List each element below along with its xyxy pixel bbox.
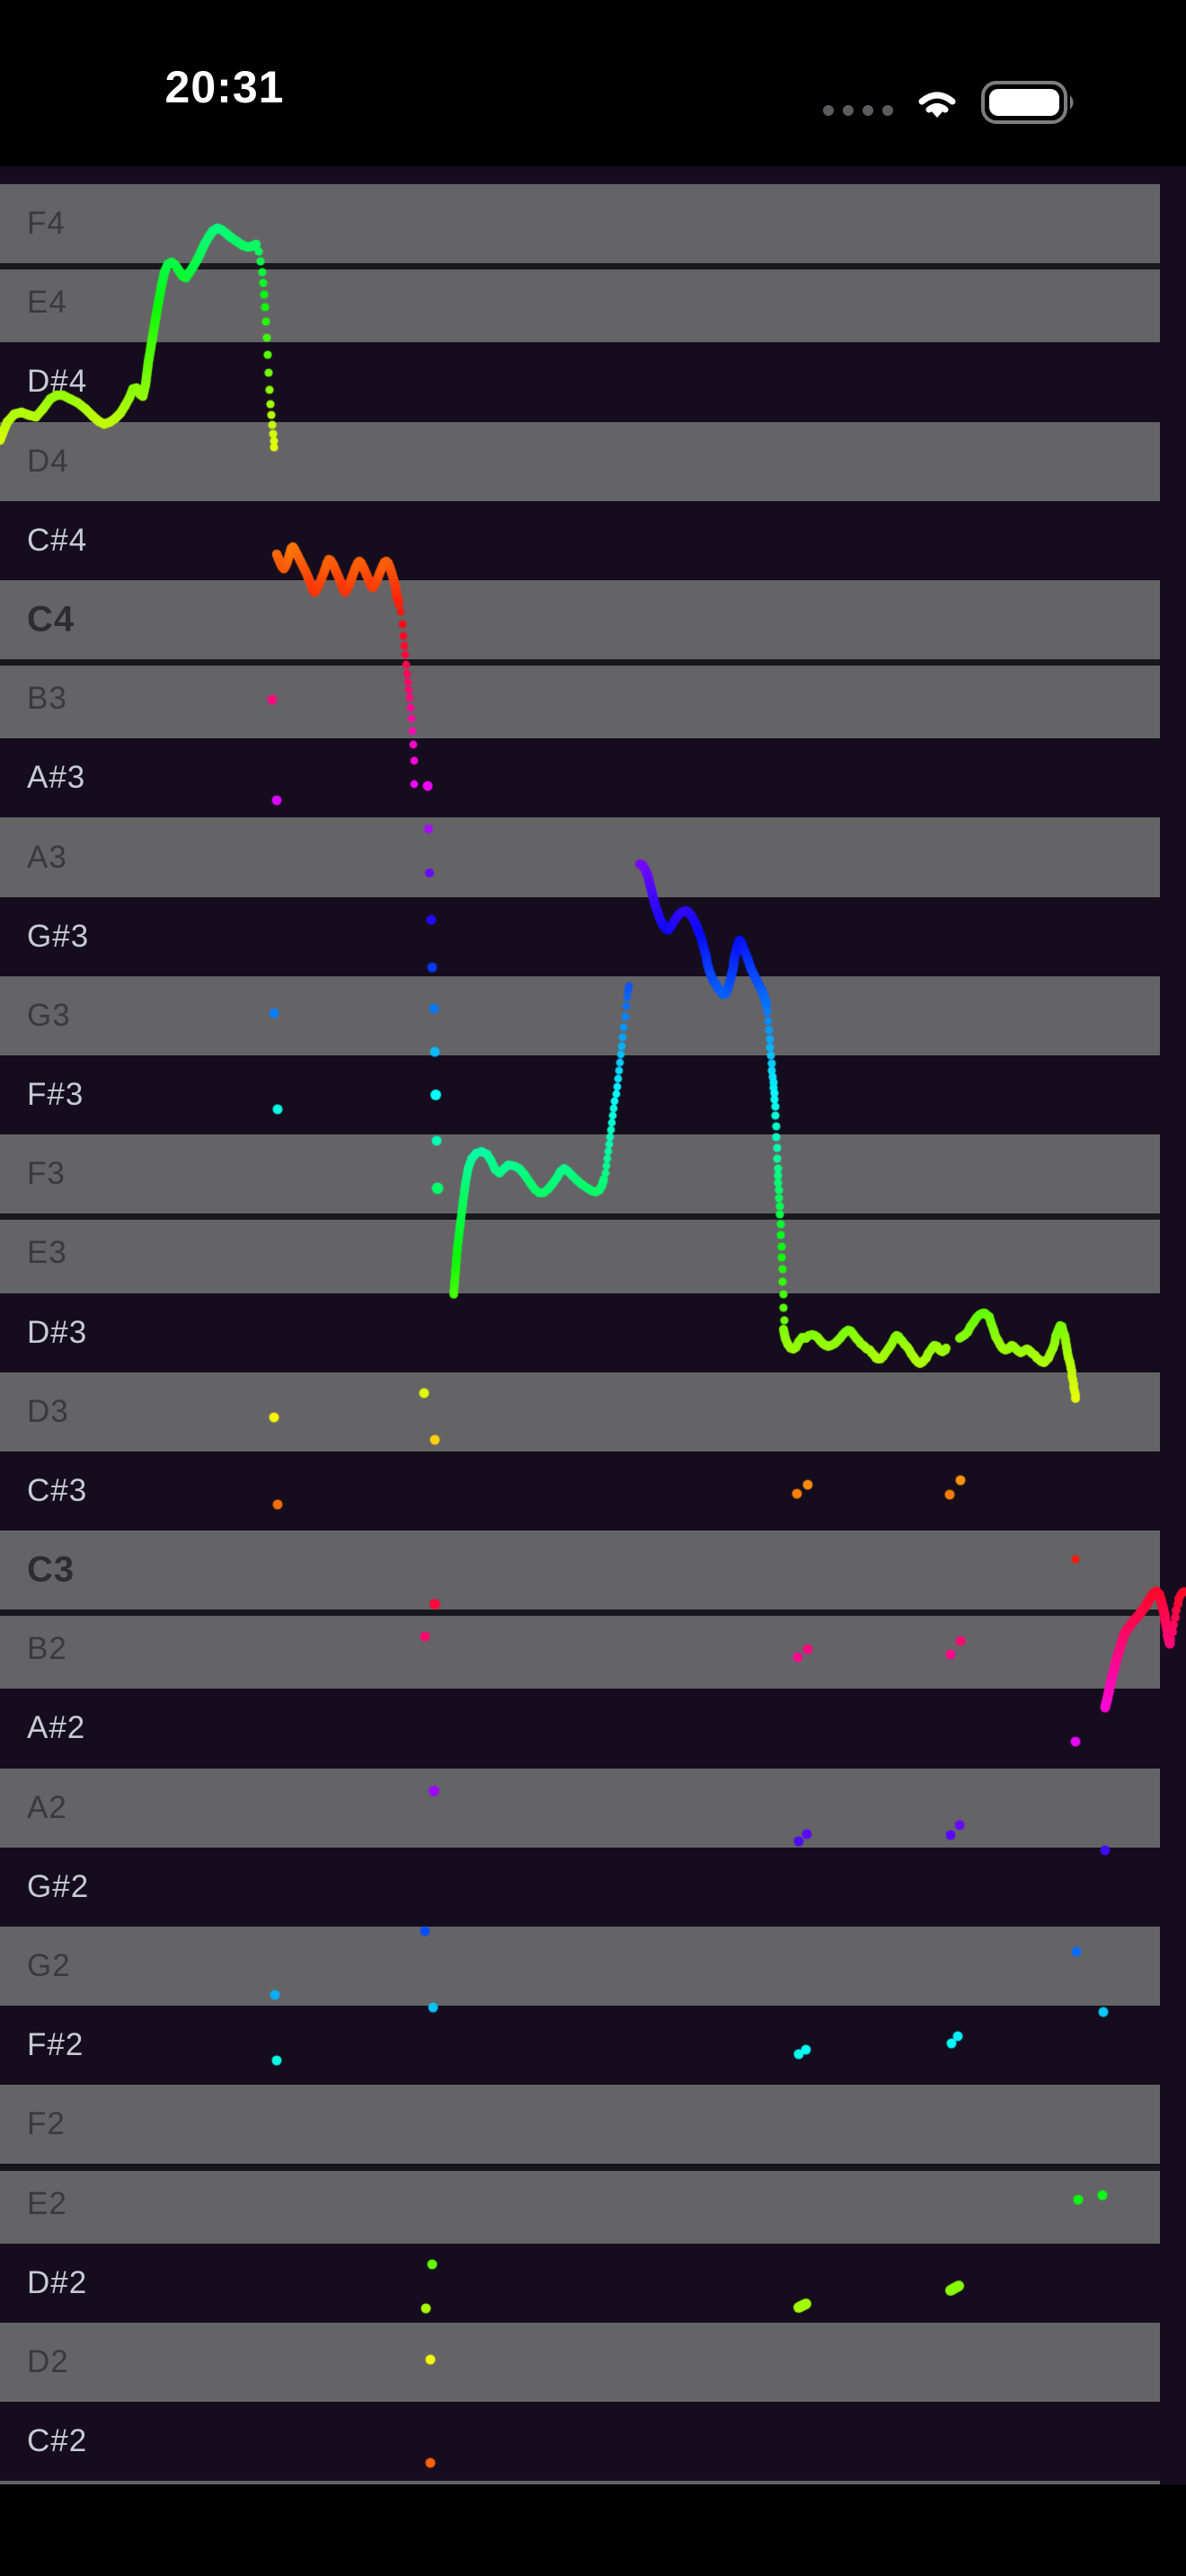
cellular-signal-dots-icon: [823, 105, 893, 116]
status-bar: 20:31: [0, 0, 1186, 166]
wifi-icon: [918, 92, 956, 118]
bottom-bar: [0, 2484, 1186, 2576]
status-time: 20:31: [164, 62, 285, 112]
status-icons: [823, 79, 1080, 126]
battery-full-icon: [981, 81, 1074, 124]
